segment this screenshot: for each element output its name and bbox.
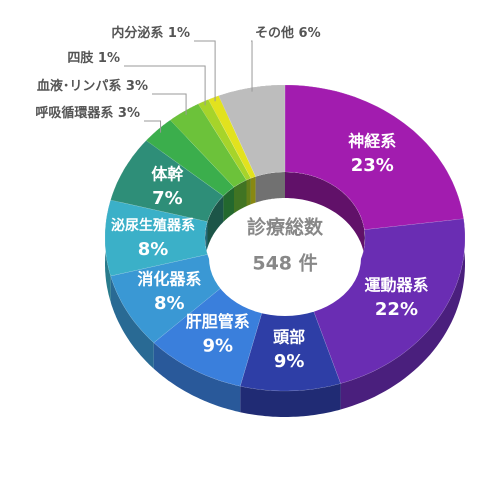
leader-line — [124, 65, 206, 106]
tops — [104, 84, 466, 392]
leader-line — [194, 40, 216, 102]
leader-line — [251, 40, 253, 92]
slice-label: 血液･リンパ系 — [37, 78, 122, 94]
outside-label: 血液･リンパ系 3% — [37, 78, 148, 94]
slice-inner-wall — [207, 195, 224, 248]
slice-inner-wall — [223, 187, 234, 222]
slice-label: その他 — [255, 25, 294, 41]
slice-value-label: 9% — [274, 351, 305, 372]
leader-line — [144, 120, 162, 133]
slice-value-label: 8% — [154, 293, 185, 314]
slice-value-label: 22% — [375, 299, 418, 320]
outside-label: 呼吸循環器系 3% — [35, 105, 140, 121]
outside-label: 内分泌系 1% — [111, 25, 190, 41]
slice-value-label: 1% — [98, 51, 120, 66]
slice-side — [153, 342, 241, 413]
slice-inner-wall — [285, 172, 365, 256]
slice-value-label: 3% — [118, 106, 140, 121]
slice-label: 神経系 — [348, 131, 396, 150]
slice-label: 四肢 — [67, 50, 94, 66]
slice-side — [110, 276, 154, 369]
center-title: 診療総数 — [247, 216, 324, 239]
slice-label: 泌尿生殖器系 — [111, 217, 195, 234]
center-total: 548 件 — [252, 252, 317, 275]
slice-side — [240, 383, 341, 417]
leader-line — [152, 93, 187, 115]
labels: 神経系 23% 運動器系 22% 頭部 9% 肝胆管系 9% 消化器系 8% 泌尿生殖器系 8% 体幹 7… — [35, 25, 428, 372]
slice-inner-wall — [255, 172, 285, 203]
slice-inner-wall — [250, 176, 256, 205]
slice-value-label: 23% — [351, 155, 394, 176]
slice-inner-wall — [246, 178, 251, 207]
slice-label: 体幹 — [151, 165, 184, 184]
slice-label: 消化器系 — [137, 269, 201, 288]
slice-inner-wall — [234, 180, 247, 214]
slice-value-label: 8% — [138, 239, 169, 260]
slice-value-label: 6% — [299, 26, 321, 41]
slice-value-label: 3% — [126, 79, 148, 94]
slice-value-label: 9% — [203, 335, 234, 356]
slice-label: 呼吸循環器系 — [35, 105, 113, 121]
slice-label: 運動器系 — [364, 276, 428, 295]
slice-value-label: 1% — [168, 26, 190, 41]
slice-side — [340, 218, 465, 410]
outside-label: その他 6% — [255, 25, 321, 41]
slice-label: 頭部 — [273, 327, 305, 346]
outside-label: 四肢 1% — [67, 50, 120, 66]
hole-floor — [209, 200, 361, 316]
slice-value-label: 7% — [152, 188, 183, 209]
slice-label: 肝胆管系 — [186, 312, 250, 331]
slice-label: 内分泌系 — [111, 25, 163, 41]
